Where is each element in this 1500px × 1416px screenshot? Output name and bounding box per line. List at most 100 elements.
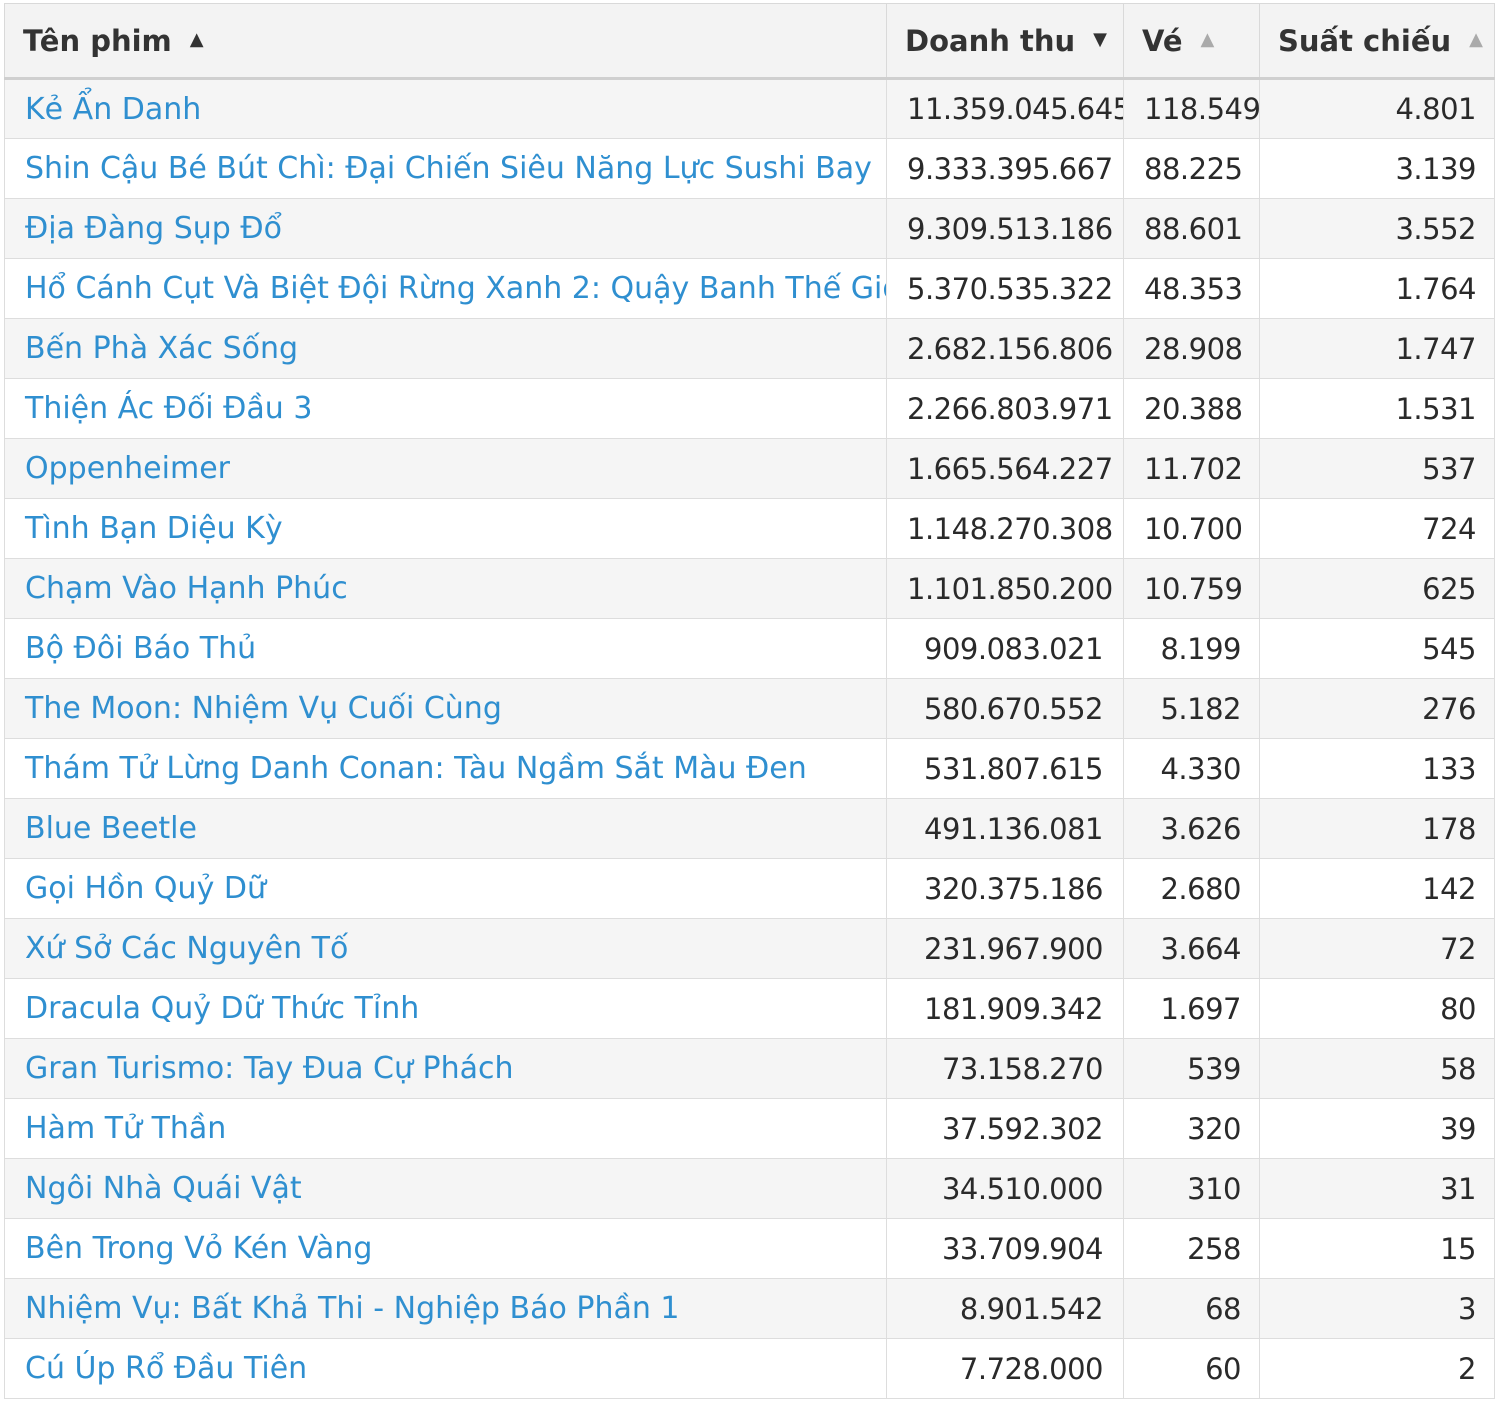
table-row: Bến Phà Xác Sống 2.682.156.806 28.908 1.747	[4, 318, 1495, 379]
movie-title-link[interactable]: The Moon: Nhiệm Vụ Cuối Cùng	[25, 691, 502, 726]
cell-revenue: 7.728.000	[886, 1338, 1124, 1399]
movie-title-link[interactable]: Gọi Hồn Quỷ Dữ	[25, 871, 266, 906]
movie-title-link[interactable]: Địa Đàng Sụp Đổ	[25, 211, 282, 246]
cell-showings: 31	[1259, 1158, 1495, 1219]
table-row: Gọi Hồn Quỷ Dữ 320.375.186 2.680 142	[4, 858, 1495, 919]
table-row: Hổ Cánh Cụt Và Biệt Đội Rừng Xanh 2: Quậ…	[4, 258, 1495, 319]
cell-title: Thiện Ác Đối Đầu 3	[4, 378, 887, 439]
movie-title-link[interactable]: Bên Trong Vỏ Kén Vàng	[25, 1231, 373, 1266]
cell-tickets: 10.700	[1123, 498, 1260, 559]
cell-revenue: 11.359.045.645	[886, 78, 1124, 139]
cell-title: Bến Phà Xác Sống	[4, 318, 887, 379]
table-row: Xứ Sở Các Nguyên Tố 231.967.900 3.664 72	[4, 918, 1495, 979]
table-row: Shin Cậu Bé Bút Chì: Đại Chiến Siêu Năng…	[4, 138, 1495, 199]
column-header-tickets[interactable]: Vé ▲	[1123, 3, 1260, 80]
cell-showings: 1.531	[1259, 378, 1495, 439]
cell-showings: 3.552	[1259, 198, 1495, 259]
movie-title-link[interactable]: Xứ Sở Các Nguyên Tố	[25, 931, 349, 966]
movie-title-link[interactable]: Shin Cậu Bé Bút Chì: Đại Chiến Siêu Năng…	[25, 151, 872, 186]
cell-tickets: 68	[1123, 1278, 1260, 1339]
table-row: Cú Úp Rổ Đầu Tiên 7.728.000 60 2	[4, 1338, 1495, 1399]
movie-title-link[interactable]: Cú Úp Rổ Đầu Tiên	[25, 1351, 308, 1386]
cell-title: Gran Turismo: Tay Đua Cự Phách	[4, 1038, 887, 1099]
cell-tickets: 5.182	[1123, 678, 1260, 739]
sort-asc-icon: ▲	[1200, 29, 1215, 50]
movie-title-link[interactable]: Bộ Đôi Báo Thủ	[25, 631, 257, 666]
table-row: Nhiệm Vụ: Bất Khả Thi - Nghiệp Báo Phần …	[4, 1278, 1495, 1339]
table-header: Tên phim ▲ Doanh thu ▼ Vé ▲ Suất chiếu ▲	[4, 3, 1495, 80]
cell-tickets: 3.626	[1123, 798, 1260, 859]
cell-title: Hàm Tử Thần	[4, 1098, 887, 1159]
cell-revenue: 320.375.186	[886, 858, 1124, 919]
cell-tickets: 11.702	[1123, 438, 1260, 499]
cell-tickets: 1.697	[1123, 978, 1260, 1039]
movie-title-link[interactable]: Thiện Ác Đối Đầu 3	[25, 391, 313, 426]
cell-revenue: 1.148.270.308	[886, 498, 1124, 559]
cell-tickets: 2.680	[1123, 858, 1260, 919]
cell-revenue: 181.909.342	[886, 978, 1124, 1039]
cell-title: Oppenheimer	[4, 438, 887, 499]
cell-showings: 545	[1259, 618, 1495, 679]
column-header-title[interactable]: Tên phim ▲	[4, 3, 887, 80]
cell-tickets: 60	[1123, 1338, 1260, 1399]
cell-revenue: 8.901.542	[886, 1278, 1124, 1339]
cell-title: Kẻ Ẩn Danh	[4, 78, 887, 139]
cell-tickets: 320	[1123, 1098, 1260, 1159]
cell-title: Địa Đàng Sụp Đổ	[4, 198, 887, 259]
column-header-tickets-label: Vé	[1142, 23, 1183, 58]
movie-title-link[interactable]: Tình Bạn Diệu Kỳ	[25, 511, 283, 546]
movie-title-link[interactable]: Hàm Tử Thần	[25, 1111, 227, 1146]
sort-asc-icon: ▲	[1469, 29, 1483, 50]
cell-showings: 80	[1259, 978, 1495, 1039]
cell-revenue: 531.807.615	[886, 738, 1124, 799]
cell-revenue: 9.309.513.186	[886, 198, 1124, 259]
cell-revenue: 33.709.904	[886, 1218, 1124, 1279]
cell-title: Blue Beetle	[4, 798, 887, 859]
table-row: Ngôi Nhà Quái Vật 34.510.000 310 31	[4, 1158, 1495, 1219]
movie-title-link[interactable]: Oppenheimer	[25, 451, 230, 486]
cell-title: Gọi Hồn Quỷ Dữ	[4, 858, 887, 919]
cell-showings: 178	[1259, 798, 1495, 859]
cell-showings: 1.764	[1259, 258, 1495, 319]
cell-tickets: 8.199	[1123, 618, 1260, 679]
cell-revenue: 231.967.900	[886, 918, 1124, 979]
movie-title-link[interactable]: Nhiệm Vụ: Bất Khả Thi - Nghiệp Báo Phần …	[25, 1291, 680, 1326]
cell-revenue: 909.083.021	[886, 618, 1124, 679]
cell-title: Nhiệm Vụ: Bất Khả Thi - Nghiệp Báo Phần …	[4, 1278, 887, 1339]
cell-revenue: 580.670.552	[886, 678, 1124, 739]
table-row: Kẻ Ẩn Danh 11.359.045.645 118.549 4.801	[4, 78, 1495, 139]
movie-title-link[interactable]: Kẻ Ẩn Danh	[25, 91, 202, 127]
cell-revenue: 1.665.564.227	[886, 438, 1124, 499]
movie-title-link[interactable]: Hổ Cánh Cụt Và Biệt Đội Rừng Xanh 2: Quậ…	[25, 271, 887, 306]
column-header-showings[interactable]: Suất chiếu ▲	[1259, 3, 1495, 80]
table-row: Tình Bạn Diệu Kỳ 1.148.270.308 10.700 724	[4, 498, 1495, 559]
cell-title: Ngôi Nhà Quái Vật	[4, 1158, 887, 1219]
column-header-revenue[interactable]: Doanh thu ▼	[886, 3, 1124, 80]
header-row: Tên phim ▲ Doanh thu ▼ Vé ▲ Suất chiếu ▲	[4, 3, 1495, 80]
movie-title-link[interactable]: Blue Beetle	[25, 811, 197, 846]
column-header-title-label: Tên phim	[23, 23, 172, 58]
cell-tickets: 4.330	[1123, 738, 1260, 799]
movie-title-link[interactable]: Chạm Vào Hạnh Phúc	[25, 571, 348, 606]
table-row: Bên Trong Vỏ Kén Vàng 33.709.904 258 15	[4, 1218, 1495, 1279]
cell-tickets: 28.908	[1123, 318, 1260, 379]
movie-title-link[interactable]: Thám Tử Lừng Danh Conan: Tàu Ngầm Sắt Mà…	[25, 751, 807, 786]
movie-title-link[interactable]: Gran Turismo: Tay Đua Cự Phách	[25, 1051, 514, 1086]
table-row: Địa Đàng Sụp Đổ 9.309.513.186 88.601 3.552	[4, 198, 1495, 259]
movie-title-link[interactable]: Bến Phà Xác Sống	[25, 331, 299, 366]
cell-title: Cú Úp Rổ Đầu Tiên	[4, 1338, 887, 1399]
cell-showings: 724	[1259, 498, 1495, 559]
sort-asc-icon: ▲	[189, 29, 204, 50]
movie-title-link[interactable]: Dracula Quỷ Dữ Thức Tỉnh	[25, 991, 420, 1026]
cell-revenue: 1.101.850.200	[886, 558, 1124, 619]
movie-title-link[interactable]: Ngôi Nhà Quái Vật	[25, 1171, 302, 1206]
cell-revenue: 34.510.000	[886, 1158, 1124, 1219]
cell-revenue: 9.333.395.667	[886, 138, 1124, 199]
table-row: Oppenheimer 1.665.564.227 11.702 537	[4, 438, 1495, 499]
cell-showings: 1.747	[1259, 318, 1495, 379]
cell-title: The Moon: Nhiệm Vụ Cuối Cùng	[4, 678, 887, 739]
cell-showings: 39	[1259, 1098, 1495, 1159]
cell-showings: 58	[1259, 1038, 1495, 1099]
table-row: Dracula Quỷ Dữ Thức Tỉnh 181.909.342 1.697…	[4, 978, 1495, 1039]
column-header-showings-label: Suất chiếu	[1278, 23, 1452, 58]
